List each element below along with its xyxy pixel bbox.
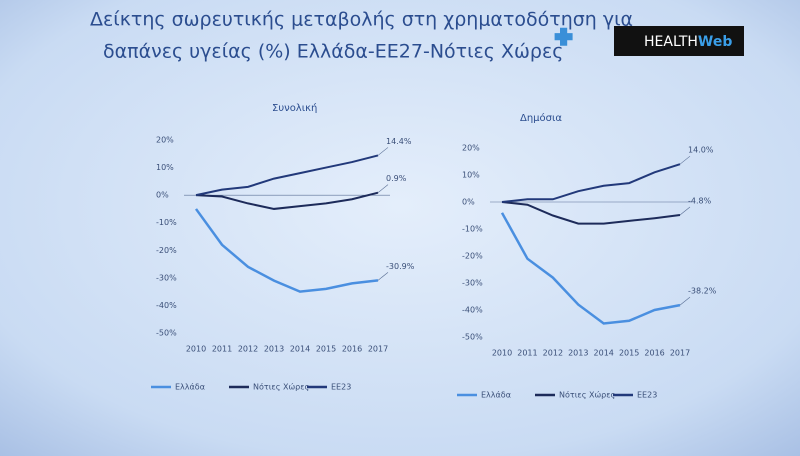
x-tick-label: 2011: [517, 349, 537, 358]
label-leader: [679, 155, 691, 165]
y-tick-label: -50%: [462, 333, 483, 342]
x-tick-label: 2010: [492, 349, 512, 358]
series-line: [501, 201, 681, 225]
series-line: [195, 154, 379, 197]
chart-title: Δημόσια: [520, 112, 562, 124]
x-tick-label: 2010: [186, 345, 206, 354]
x-tick-label: 2017: [670, 349, 690, 358]
x-tick-label: 2015: [619, 349, 639, 358]
x-tick-label: 2017: [368, 345, 388, 354]
y-tick-label: -20%: [156, 246, 177, 255]
series-line: [195, 191, 379, 210]
y-tick-label: -30%: [462, 279, 483, 288]
y-tick-label: -30%: [156, 273, 177, 282]
x-tick-label: 2011: [212, 345, 232, 354]
logo-part: HEALTH: [644, 34, 698, 50]
series-line: [194, 208, 379, 293]
label-leader: [377, 272, 389, 281]
y-tick-label: 0%: [156, 191, 169, 200]
slide-title: Δείκτης σωρευτικής μεταβολής στη χρηματο…: [90, 9, 633, 31]
legend-label: Νότιες Χώρες: [559, 390, 615, 400]
series-line: [500, 212, 681, 325]
y-tick-label: -40%: [156, 301, 177, 310]
y-tick-label: -20%: [462, 252, 483, 261]
legend-label: Ελλάδα: [481, 391, 511, 400]
x-tick-label: 2014: [290, 345, 310, 354]
y-tick-label: 20%: [156, 136, 174, 145]
legend-label: Νότιες Χώρες: [253, 382, 309, 392]
value-label: -30.9%: [386, 262, 415, 271]
label-leader: [679, 296, 691, 306]
label-leader: [679, 206, 691, 216]
chart-title: Συνολική: [272, 102, 317, 114]
legend-label: ΕΕ23: [637, 391, 657, 400]
value-label: 14.0%: [688, 146, 714, 155]
slide-title: δαπάνες υγείας (%) Ελλάδα-ΕΕ27-Νότιες Χώ…: [103, 41, 563, 63]
series-line: [501, 163, 681, 203]
y-tick-label: 0%: [462, 198, 475, 207]
label-leader: [377, 184, 389, 193]
y-tick-label: -10%: [462, 225, 483, 234]
label-leader: [377, 147, 389, 156]
x-tick-label: 2013: [568, 349, 588, 358]
x-tick-label: 2016: [342, 345, 362, 354]
x-tick-label: 2015: [316, 345, 336, 354]
x-tick-label: 2013: [264, 345, 284, 354]
x-tick-label: 2014: [594, 349, 614, 358]
logo-icon: [554, 27, 573, 46]
logo-box: [614, 26, 744, 56]
x-tick-label: 2012: [543, 349, 563, 358]
y-tick-label: -50%: [156, 329, 177, 338]
logo-part: Web: [698, 34, 732, 50]
value-label: 0.9%: [386, 174, 407, 183]
y-tick-label: -40%: [462, 306, 483, 315]
legend-label: Ελλάδα: [175, 383, 205, 392]
y-tick-label: 10%: [462, 171, 480, 180]
y-tick-label: 20%: [462, 144, 480, 153]
value-label: 14.4%: [386, 137, 412, 146]
legend-label: ΕΕ23: [331, 383, 351, 392]
y-tick-label: -10%: [156, 218, 177, 227]
x-tick-label: 2012: [238, 345, 258, 354]
y-tick-label: 10%: [156, 163, 174, 172]
x-tick-label: 2016: [644, 349, 664, 358]
value-label: -4.8%: [688, 196, 712, 205]
value-label: -38.2%: [688, 287, 717, 296]
logo-text: HEALTHWeb: [644, 34, 732, 50]
